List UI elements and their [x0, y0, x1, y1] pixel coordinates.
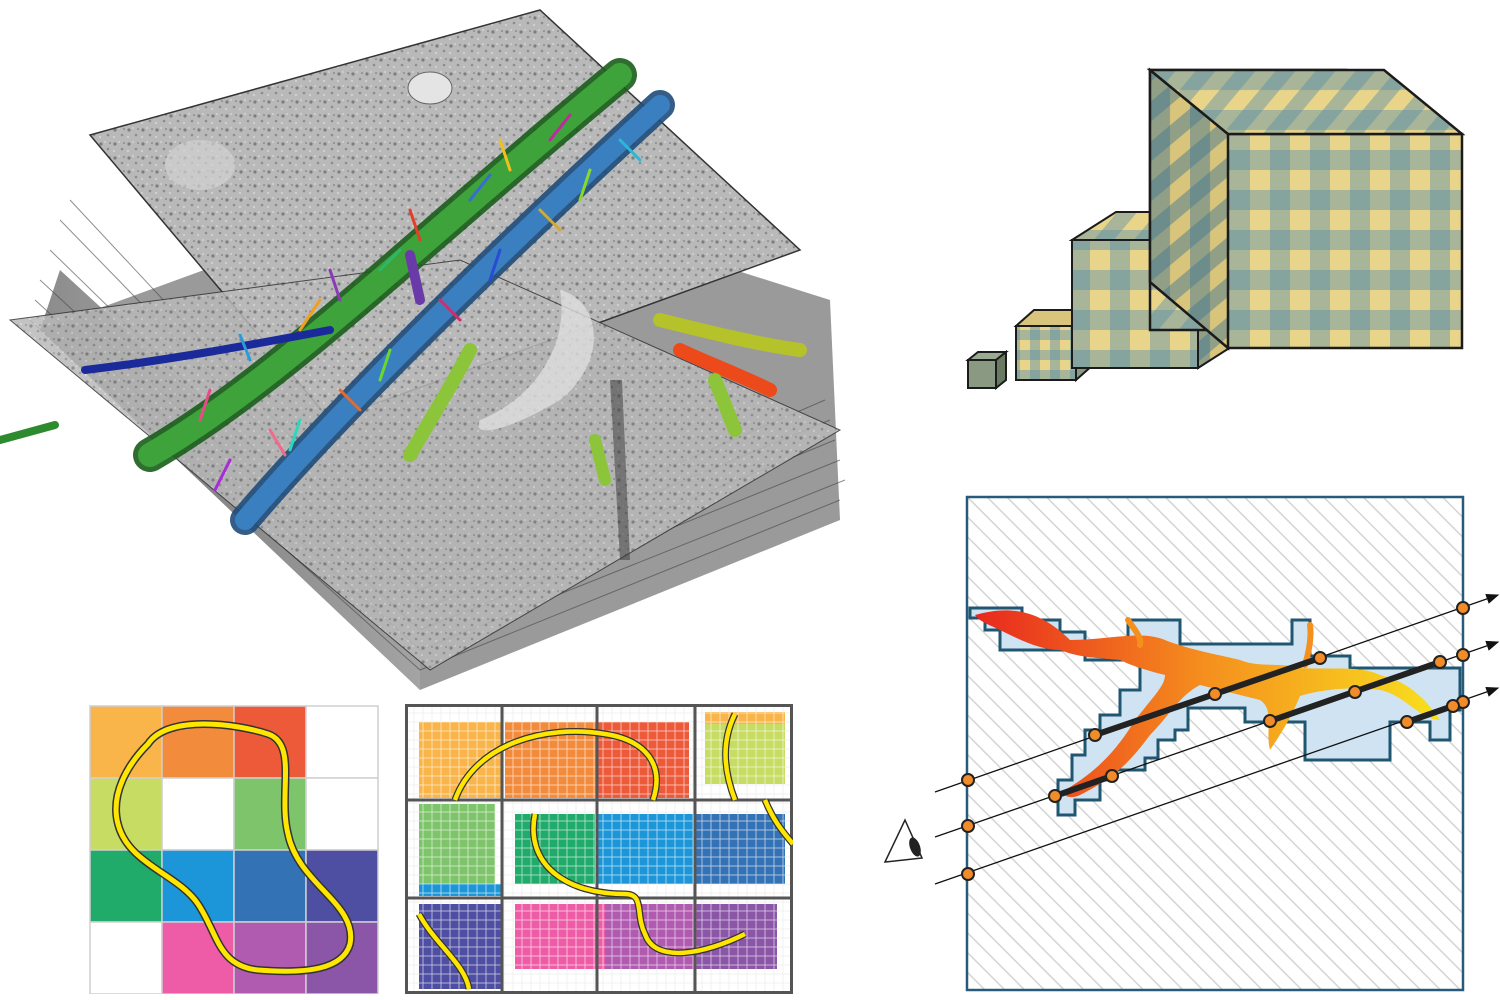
- coarse-grid-cell: [161, 777, 235, 851]
- yellow-contour: [113, 721, 354, 974]
- voxelized-object: [968, 606, 1462, 817]
- neuron-segmentations: [0, 58, 807, 535]
- em-middle-slice: [8, 259, 842, 671]
- coarse-block-grid: [89, 705, 379, 994]
- eye-icon: [883, 818, 924, 863]
- coarse-grid-cell: [161, 921, 235, 994]
- ray-casting-diagram: [883, 495, 1500, 992]
- em-volume-panel: [0, 0, 900, 700]
- coarse-grid-cell: [233, 921, 307, 994]
- multiresolution-cubes: [965, 67, 1466, 391]
- fine-block-grid: [405, 704, 793, 994]
- coarse-grid-cell: [233, 705, 307, 779]
- em-volume-illustration: [0, 9, 846, 690]
- coarse-grid-panel: [88, 704, 380, 994]
- dendrite-shape: [975, 610, 1440, 798]
- coarse-grid-cell: [233, 777, 307, 851]
- multiresolution-cubes-panel: [950, 30, 1490, 410]
- sample-points: [961, 601, 1470, 881]
- coarse-grid-cell: [233, 849, 307, 923]
- coarse-grid-cell: [305, 777, 379, 851]
- yellow-contour-fine: [417, 712, 793, 990]
- cube-level-0: [965, 349, 1009, 391]
- coarse-grid-cell: [89, 921, 163, 994]
- fine-grid-panel: [405, 704, 793, 994]
- ray-casting-panel: [880, 490, 1500, 995]
- coarse-grid-cell: [305, 705, 379, 779]
- cube-level-3: [1146, 67, 1466, 351]
- coarse-grid-cell: [161, 705, 235, 779]
- block-boundaries: [405, 704, 793, 994]
